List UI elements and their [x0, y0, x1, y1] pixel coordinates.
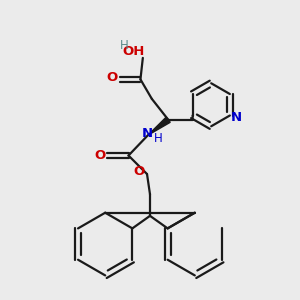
Text: H: H: [120, 39, 129, 52]
Text: O: O: [133, 165, 144, 178]
Text: N: N: [231, 110, 242, 124]
Text: O: O: [94, 149, 105, 162]
Text: N: N: [142, 127, 153, 140]
Text: OH: OH: [123, 45, 145, 58]
Text: O: O: [106, 71, 118, 84]
Polygon shape: [148, 117, 170, 135]
Text: H: H: [154, 132, 163, 145]
